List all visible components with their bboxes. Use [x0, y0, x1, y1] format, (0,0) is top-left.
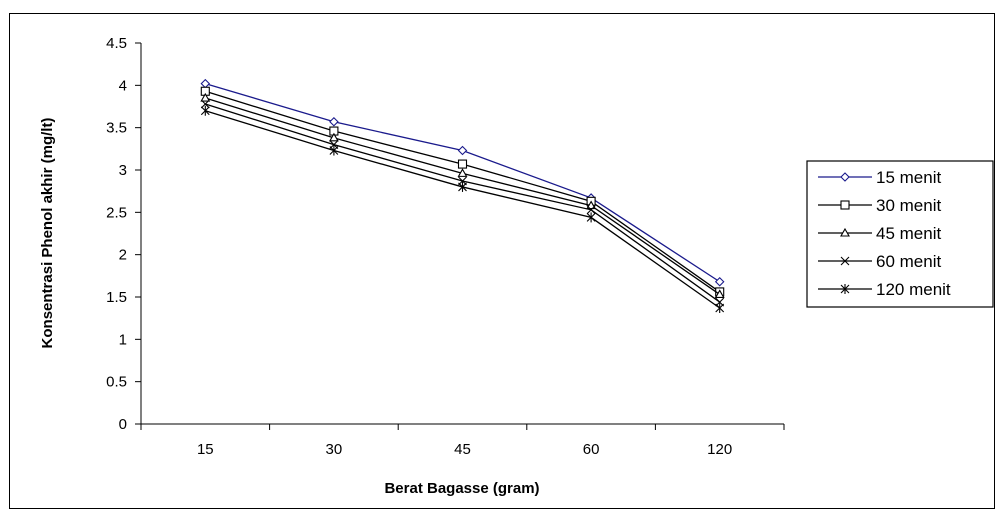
x-tick-label: 45 [454, 441, 471, 458]
y-tick-label: 1.5 [106, 289, 127, 306]
data-point [328, 132, 339, 142]
x-tick-label: 120 [707, 441, 732, 458]
legend-label: 60 menit [876, 252, 941, 271]
data-point [457, 159, 468, 169]
legend-marker [840, 172, 850, 182]
x-tick-label: 15 [197, 441, 214, 458]
chart-frame [9, 13, 995, 509]
y-tick-label: 2 [119, 247, 127, 264]
marker-stroke [586, 205, 596, 215]
legend-item-60-menit: 60 menit [818, 252, 941, 271]
series-45-menit [200, 92, 725, 299]
legend-label: 45 menit [876, 224, 941, 243]
legend-item-45-menit: 45 menit [818, 224, 941, 243]
y-tick-label: 3 [119, 162, 127, 179]
legend-marker [840, 200, 850, 210]
legend-box [806, 160, 994, 308]
marker-stroke [200, 99, 210, 109]
data-point [200, 78, 211, 89]
data-point [586, 205, 596, 215]
legend-marker [840, 284, 850, 294]
data-point [200, 105, 210, 116]
y-tick-label: 3.5 [106, 120, 127, 137]
y-tick-label: 0 [119, 416, 127, 433]
legend-marker [840, 256, 850, 266]
x-axis-title: Berat Bagasse (gram) [384, 480, 539, 497]
y-tick-label: 4.5 [106, 35, 127, 52]
series-line [205, 103, 721, 303]
axes: 0 0.5 1 1.5 2 2.5 3 3.5 4 4.5 15 30 45 60 120 [106, 35, 785, 458]
y-tick-label: 2.5 [106, 204, 127, 221]
legend-item-30-menit: 30 menit [818, 196, 941, 215]
data-point [714, 289, 725, 299]
legend-label: 15 menit [876, 168, 941, 187]
series-layer [200, 78, 725, 314]
data-point [715, 303, 725, 314]
y-axis-title: Konsentrasi Phenol akhir (mg/lt) [39, 118, 56, 349]
series-120-menit [200, 105, 725, 314]
y-tick-label: 1 [119, 331, 127, 348]
legend-item-15-menit: 15 menit [818, 168, 941, 187]
legend-item-120-menit: 120 menit [818, 280, 951, 299]
data-point [200, 92, 211, 102]
data-point [458, 181, 467, 192]
data-point [329, 116, 339, 127]
y-tick-label: 0.5 [106, 374, 127, 391]
x-tick-label: 30 [326, 441, 343, 458]
data-point [457, 145, 468, 156]
legend-marker [840, 227, 850, 237]
data-point [200, 99, 210, 109]
x-tick-label: 60 [583, 441, 600, 458]
y-tick-label: 4 [119, 77, 127, 94]
data-point [586, 212, 596, 223]
legend-label: 120 menit [876, 280, 951, 299]
data-point [586, 200, 597, 210]
data-point [457, 168, 468, 177]
marker-stroke [840, 256, 850, 266]
series-60-menit [200, 99, 725, 307]
series-line [205, 97, 721, 295]
legend: 15 menit 30 menit 45 menit 60 menit 120 meni… [806, 160, 994, 308]
legend-label: 30 menit [876, 196, 941, 215]
data-point [329, 145, 339, 156]
series-line [205, 110, 721, 309]
data-point [714, 276, 725, 287]
